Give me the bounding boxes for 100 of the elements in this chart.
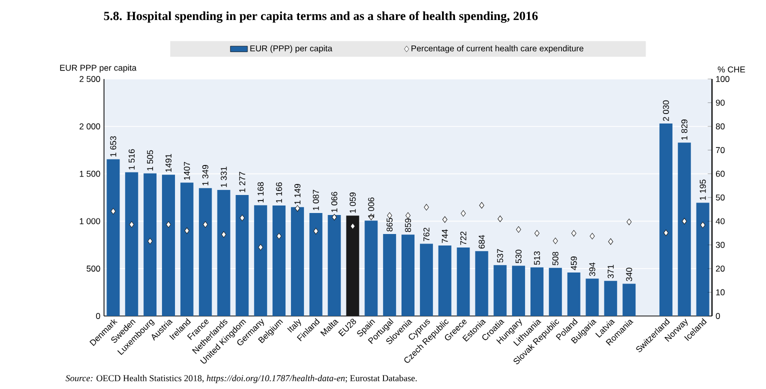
point [590, 232, 595, 240]
data-label: 1 349 [202, 165, 208, 186]
point [313, 228, 318, 234]
point [332, 214, 337, 220]
point [479, 202, 484, 209]
bar [494, 265, 507, 316]
data-label: 1491 [165, 154, 172, 172]
data-label: 722 [460, 232, 466, 245]
bar [180, 182, 194, 316]
point [406, 212, 411, 219]
data-label: 394 [589, 262, 596, 276]
y2-axis-title: % CHE [718, 66, 746, 72]
point [516, 226, 522, 233]
data-label: 1 087 [312, 190, 319, 210]
point [110, 208, 116, 214]
bar [254, 205, 268, 316]
y2-tick-label: 50 [716, 194, 725, 201]
data-label: 371 [608, 264, 614, 278]
bar [272, 205, 286, 316]
bar [438, 245, 452, 316]
bar [512, 266, 526, 316]
data-label: 684 [478, 235, 485, 249]
data-label: 1 166 [276, 182, 282, 203]
data-label: 340 [626, 268, 632, 282]
bar [328, 214, 341, 316]
data-label: 1 516 [128, 149, 135, 170]
data-label: 1 505 [147, 150, 154, 170]
point [626, 218, 632, 226]
point [608, 238, 614, 245]
bar [364, 220, 378, 316]
legend-label: EUR (PPP) per capita [250, 45, 332, 54]
point [498, 216, 503, 222]
point [552, 238, 558, 244]
bar [420, 244, 433, 316]
y-tick-label: 500 [86, 266, 100, 272]
bar [106, 159, 120, 316]
data-label: 744 [442, 229, 448, 243]
point [350, 222, 356, 230]
bar [678, 142, 691, 316]
point [276, 232, 282, 240]
bar [696, 202, 710, 316]
point [202, 221, 208, 228]
data-label: 1 829 [681, 120, 688, 140]
bar [236, 194, 249, 316]
data-label: 513 [534, 251, 540, 265]
point [221, 231, 226, 238]
bar [217, 190, 230, 316]
legend-label: Percentage of current health care expenditure [412, 45, 584, 54]
data-label: 762 [423, 228, 430, 242]
point [663, 230, 668, 236]
point [294, 205, 300, 212]
y2-tick-label: 60 [716, 170, 725, 177]
bar [604, 280, 618, 316]
bar [659, 124, 672, 316]
data-label: 1 331 [220, 166, 227, 187]
data-label: 1 653 [110, 136, 116, 156]
data-label: 537 [497, 249, 504, 263]
y2-tick-label: 40 [716, 218, 725, 224]
data-label: 2 030 [662, 100, 669, 121]
data-label: 859 [405, 218, 412, 232]
point [571, 230, 576, 237]
chart-title: 5.8. Hospital spending in per capita terms and as a share of health spending, 2016 [104, 11, 538, 23]
point [184, 227, 190, 234]
data-label: 530 [516, 250, 522, 264]
point [534, 230, 540, 237]
point [129, 221, 134, 228]
bar [475, 251, 488, 316]
point [442, 216, 448, 223]
data-label: 865 [386, 218, 393, 232]
y-axis-title: EUR PPP per capita [60, 64, 137, 72]
bar [198, 188, 212, 316]
text: Source: OECD Health Statistics 2018, https://doi.org/10.1787/health-data-en; Eurostat Database. [66, 374, 417, 384]
point [148, 238, 153, 244]
bar [567, 272, 580, 316]
point [700, 222, 706, 228]
y-tick-label: 0 [96, 312, 100, 320]
data-label: 1 168 [258, 182, 264, 202]
point [682, 218, 687, 224]
data-label: 1 277 [239, 172, 246, 192]
data-label: 1 066 [331, 192, 338, 212]
bar [548, 268, 562, 316]
data-label: 1 195 [700, 180, 706, 200]
y2-tick-label: 10 [716, 289, 725, 296]
point [460, 210, 466, 217]
y2-tick-label: 30 [716, 242, 725, 248]
bar [144, 173, 157, 316]
bar [125, 172, 138, 316]
bar [622, 284, 636, 316]
bar [162, 174, 175, 316]
data-label: 508 [552, 252, 558, 266]
bar [456, 248, 470, 316]
bar [530, 267, 544, 316]
y2-tick-label: 100 [716, 76, 730, 82]
bar [290, 207, 304, 316]
y2-tick-label: 70 [716, 147, 725, 154]
point [258, 244, 264, 251]
bar [346, 216, 360, 316]
point [166, 221, 171, 228]
data-label: 1 149 [294, 184, 300, 204]
y2-tick-label: 80 [716, 123, 725, 130]
